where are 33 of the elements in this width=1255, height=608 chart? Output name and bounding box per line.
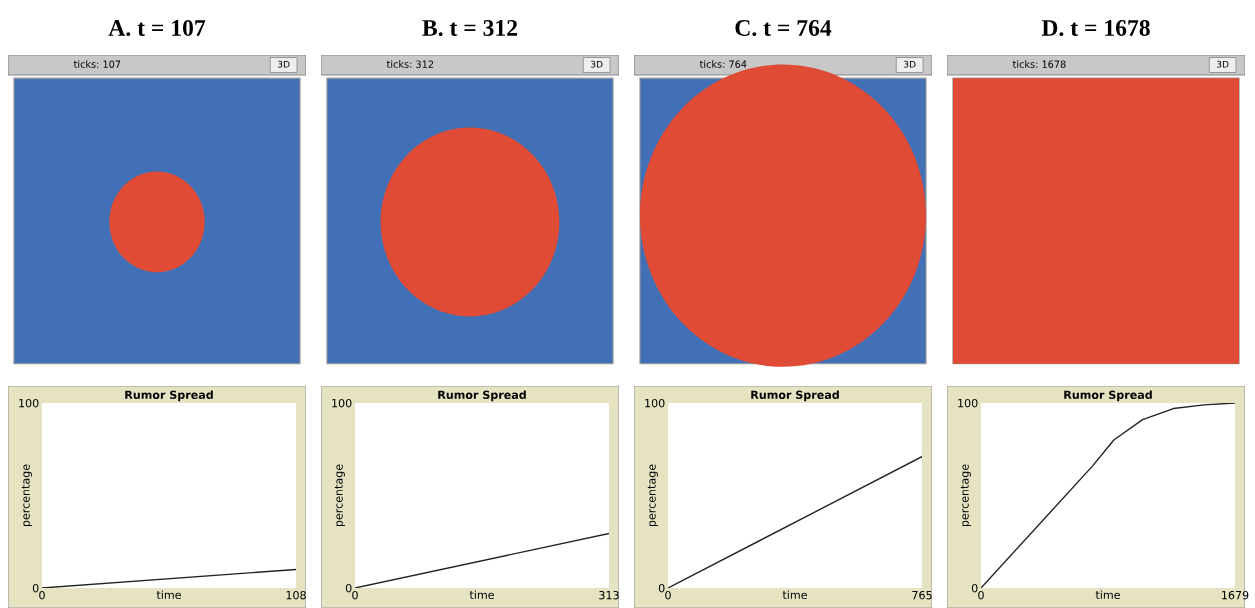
y-axis-title: percentage (647, 464, 658, 527)
y-axis-title: percentage (334, 464, 345, 527)
chart-subtitle: Rumor Spread (125, 390, 213, 402)
x-axis-title: time (469, 590, 494, 600)
x-tick-label: 1679 (1222, 590, 1249, 600)
x-tick-label: 765 (912, 590, 932, 600)
y-tick-label: 100 (332, 398, 352, 408)
text: 3D (1216, 60, 1229, 68)
y-axis-title: percentage (21, 464, 32, 527)
chart-title: D. t = 1678 (1041, 19, 1150, 37)
line-series (981, 403, 1235, 588)
chart-title: C. t = 764 (735, 20, 832, 37)
x-axis-title: time (1095, 590, 1120, 600)
x-tick-label: 313 (599, 590, 619, 600)
chart-subtitle: Rumor Spread (1064, 390, 1152, 402)
y-tick-label: 100 (19, 398, 39, 408)
text: ticks: 1678 (1012, 60, 1066, 68)
text: 3D (277, 60, 290, 68)
text: ticks: 312 (386, 60, 434, 68)
y-tick-label: 100 (645, 398, 665, 408)
x-axis-title: time (156, 590, 181, 600)
chart-subtitle: Rumor Spread (438, 390, 526, 402)
y-tick-label: 100 (958, 398, 978, 408)
x-tick-label: 108 (286, 590, 306, 600)
text: ticks: 764 (699, 60, 747, 68)
y-axis-title: percentage (960, 464, 971, 527)
chart-title: A. t = 107 (108, 19, 206, 37)
text: 3D (590, 60, 603, 68)
x-axis-title: time (782, 590, 807, 600)
text: ticks: 107 (73, 60, 121, 68)
chart-title: B. t = 312 (422, 20, 518, 37)
chart-subtitle: Rumor Spread (751, 390, 839, 402)
text: 3D (903, 60, 916, 68)
